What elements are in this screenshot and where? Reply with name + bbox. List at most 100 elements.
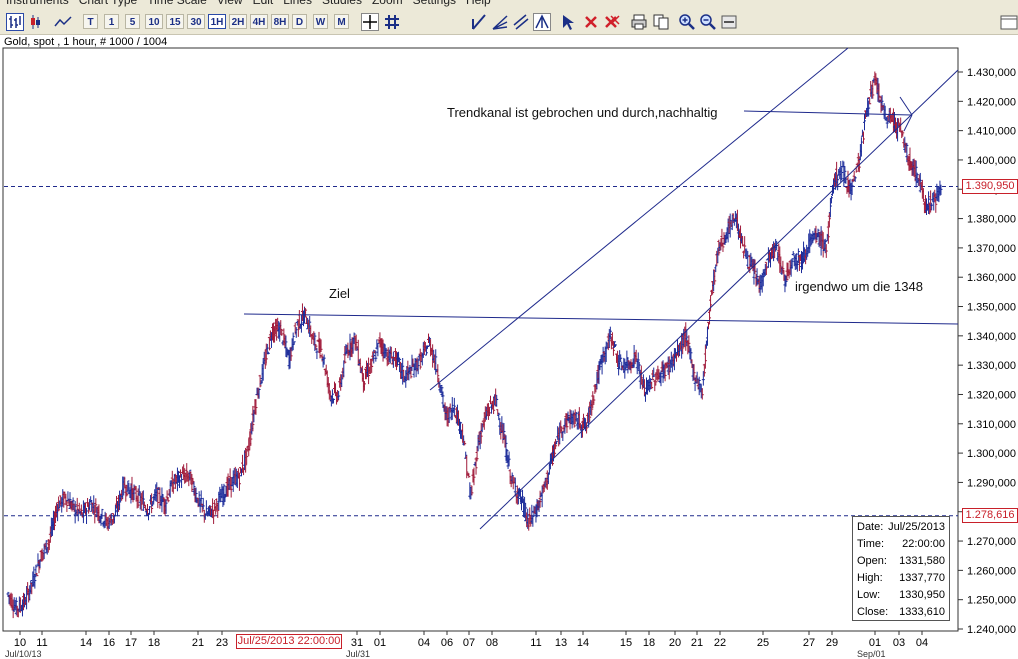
annotation-arrow-head[interactable] — [899, 96, 913, 116]
bar-chart-icon[interactable] — [6, 13, 24, 31]
ohlc-info-box: Date: Jul/25/2013 Time: 22:00:00 Open: 1331… — [852, 516, 950, 621]
y-tick-label: 1.400,000 — [967, 155, 1016, 167]
menu-item-time-scale[interactable]: Time Scale — [147, 0, 207, 7]
ziel-target-line[interactable] — [243, 313, 959, 325]
x-tick-label: 18 — [643, 637, 655, 649]
timeframe-button-w[interactable]: W — [313, 14, 328, 29]
trend-channel-lower-line[interactable] — [479, 69, 959, 530]
pitchfork-icon[interactable] — [533, 13, 551, 31]
fan-icon[interactable] — [491, 13, 509, 31]
delete-icon[interactable] — [582, 13, 600, 31]
x-tick-label: 04 — [916, 637, 928, 649]
copy-icon[interactable] — [652, 13, 670, 31]
y-tick-label: 1.430,000 — [967, 67, 1016, 79]
candle-chart-icon[interactable] — [28, 13, 46, 31]
x-tick-label: 14 — [80, 637, 92, 649]
ohlc-label: High: — [857, 572, 883, 584]
x-tick-label: 31 — [351, 637, 363, 649]
trendline-icon[interactable] — [470, 13, 488, 31]
timeframe-button-2h[interactable]: 2H — [229, 14, 247, 29]
ohlc-label: Date: — [857, 521, 884, 533]
x-tick-label: 20 — [669, 637, 681, 649]
menu-bar: Instruments Chart Type Time Scale View Edit L… — [0, 0, 1018, 8]
timeframe-button-10[interactable]: 10 — [145, 14, 163, 29]
timeframe-button-30[interactable]: 30 — [187, 14, 205, 29]
window-corner-icon[interactable] — [1000, 13, 1018, 31]
timeframe-button-5[interactable]: 5 — [125, 14, 140, 29]
y-tick-label: 1.330,000 — [967, 360, 1016, 372]
x-tick-label: 01 — [869, 637, 881, 649]
y-tick-label: 1.240,000 — [967, 624, 1016, 636]
x-tick-label: 11 — [530, 637, 541, 649]
x-tick-label: 17 — [125, 637, 137, 649]
target-annotation[interactable]: irgendwo um die 1348 — [795, 279, 923, 294]
x-tick-label: 18 — [148, 637, 160, 649]
menu-item-settings[interactable]: Settings — [412, 0, 457, 7]
timeframe-button-8h[interactable]: 8H — [271, 14, 289, 29]
menu-item-help[interactable]: Help — [466, 0, 491, 7]
x-tick-label: 11 — [36, 637, 47, 649]
zoom-out-icon[interactable] — [699, 13, 717, 31]
menu-item-chart-type[interactable]: Chart Type — [78, 0, 138, 7]
menu-item-lines[interactable]: Lines — [283, 0, 312, 7]
trend-annotation[interactable]: Trendkanal ist gebrochen und durch,nachh… — [447, 105, 718, 120]
trend-channel-upper-line[interactable] — [429, 47, 849, 391]
ohlc-value: 1330,950 — [899, 589, 945, 601]
chart-info-line: Gold, spot , 1 hour, # 1000 / 1004 — [4, 36, 168, 48]
x-tick-label: 23 — [216, 637, 228, 649]
toolbar: T 1 5 10 15 30 1H 2H 4H 8H D W M — [0, 8, 1018, 35]
ohlc-label: Close: — [857, 606, 889, 618]
y-tick-label: 1.350,000 — [967, 302, 1016, 314]
grid-icon[interactable] — [383, 13, 401, 31]
timeframe-button-m[interactable]: M — [334, 14, 349, 29]
select-icon[interactable] — [560, 13, 578, 31]
x-tick-label: 03 — [893, 637, 905, 649]
annotation-arrow-head[interactable] — [903, 114, 913, 132]
x-tick-label: 07 — [463, 637, 475, 649]
ohlc-value: 1331,580 — [899, 555, 945, 567]
y-tick-label: 1.300,000 — [967, 448, 1016, 460]
ohlc-value: Jul/25/2013 — [888, 521, 945, 533]
x-tick-label: 06 — [441, 637, 453, 649]
timeframe-button-t[interactable]: T — [83, 14, 98, 29]
zoom-fit-icon[interactable] — [720, 13, 738, 31]
delete-all-icon[interactable] — [603, 13, 621, 31]
x-axis-date-mid: Jul/31 — [346, 649, 371, 659]
annotation-arrow-line[interactable] — [743, 110, 913, 116]
x-tick-label: 25 — [757, 637, 769, 649]
line-chart-icon[interactable] — [54, 13, 72, 31]
menu-item-studies[interactable]: Studies — [321, 0, 362, 7]
x-tick-label: 15 — [620, 637, 632, 649]
y-tick-label: 1.270,000 — [967, 536, 1016, 548]
y-tick-label: 1.410,000 — [967, 126, 1016, 138]
y-tick-label: 1.420,000 — [967, 96, 1016, 108]
current-price-marker: 1.390,950 — [962, 179, 1018, 194]
y-tick-label: 1.310,000 — [967, 419, 1016, 431]
time-cursor-marker: Jul/25/2013 22:00:00 — [236, 634, 342, 649]
zoom-in-icon[interactable] — [678, 13, 696, 31]
y-tick-label: 1.290,000 — [967, 477, 1016, 489]
y-tick-label: 1.360,000 — [967, 272, 1016, 284]
ohlc-time-row: Time: 22:00:00 — [857, 538, 945, 552]
timeframe-button-15[interactable]: 15 — [166, 14, 184, 29]
x-tick-label: 27 — [803, 637, 815, 649]
timeframe-button-d[interactable]: D — [292, 14, 307, 29]
timeframe-button-1[interactable]: 1 — [104, 14, 119, 29]
menu-item-view[interactable]: View — [216, 0, 243, 7]
x-tick-label: 13 — [555, 637, 567, 649]
print-icon[interactable] — [630, 13, 648, 31]
ziel-annotation[interactable]: Ziel — [329, 286, 350, 301]
x-tick-label: 16 — [103, 637, 115, 649]
timeframe-button-1h[interactable]: 1H — [208, 14, 226, 29]
channel-icon[interactable] — [512, 13, 530, 31]
x-tick-label: 14 — [577, 637, 589, 649]
x-tick-label: 04 — [418, 637, 430, 649]
menu-item-edit[interactable]: Edit — [252, 0, 274, 7]
crosshair-icon[interactable] — [361, 13, 379, 31]
timeframe-button-4h[interactable]: 4H — [250, 14, 268, 29]
ohlc-open-row: Open: 1331,580 — [857, 555, 945, 569]
ohlc-label: Open: — [857, 555, 887, 567]
menu-item-instruments[interactable]: Instruments — [6, 0, 69, 7]
menu-item-zoom[interactable]: Zoom — [371, 0, 403, 7]
